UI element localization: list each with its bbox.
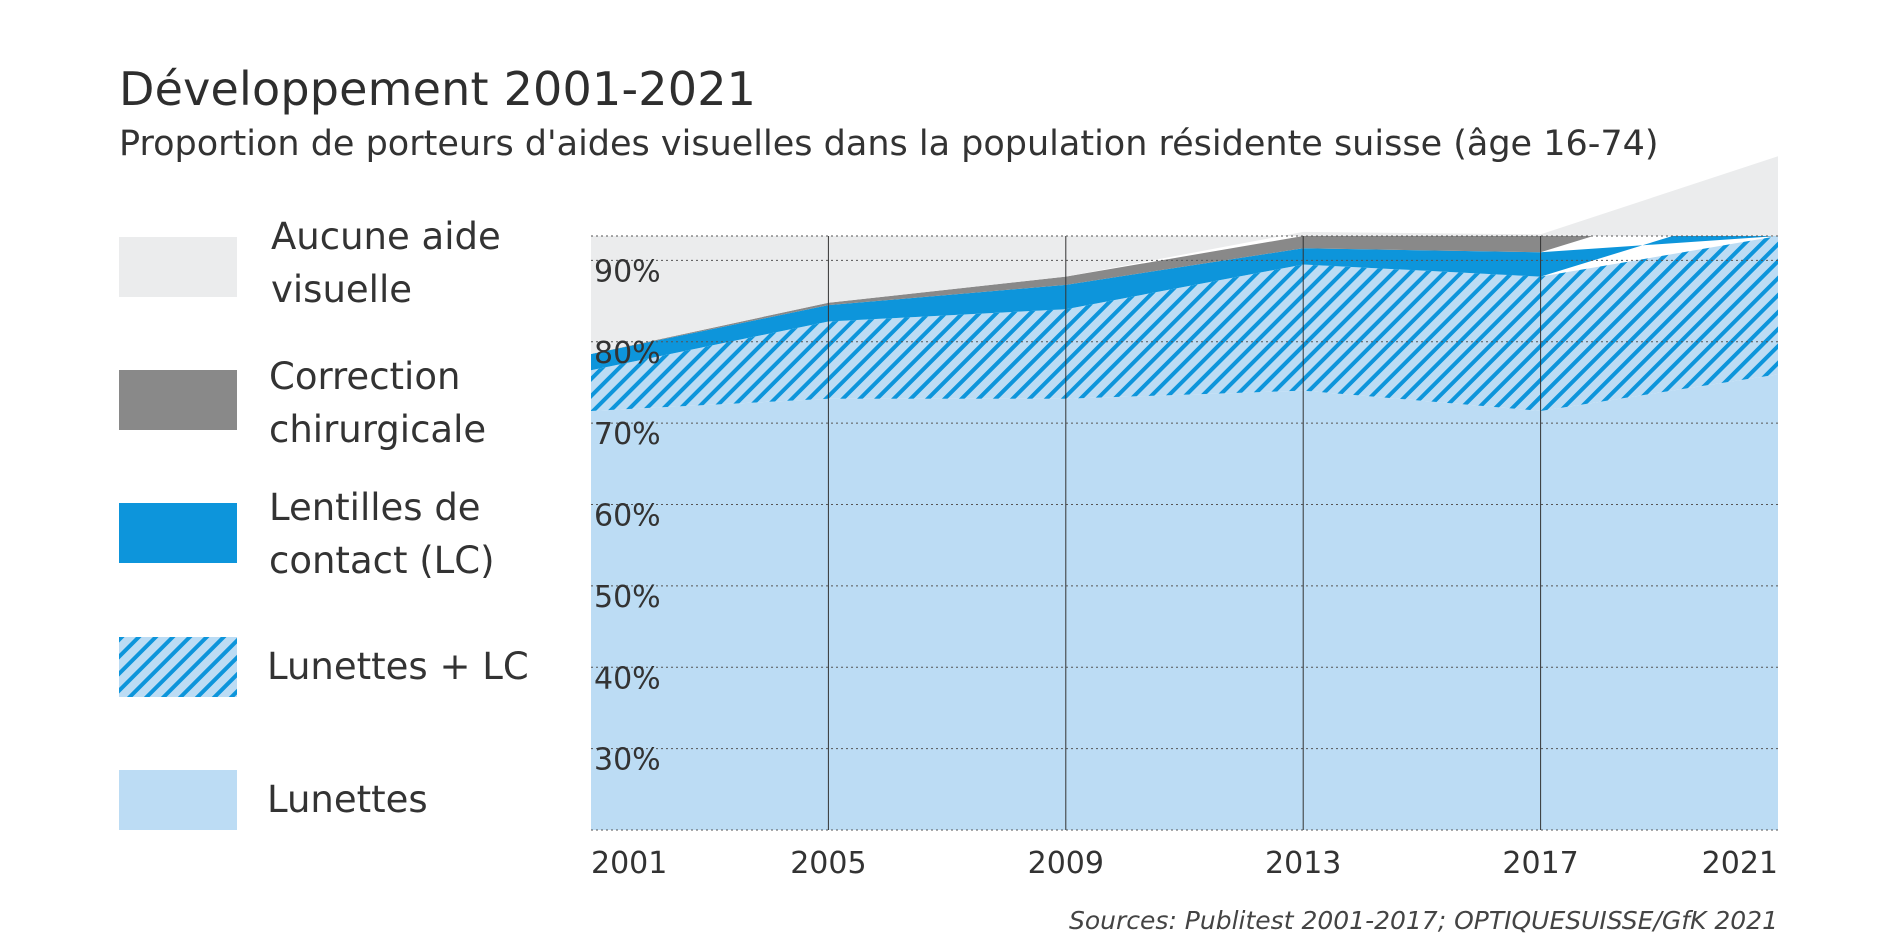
area-lentilles-de-contact-lc bbox=[591, 203, 1778, 371]
x-tick-label: 2017 bbox=[1502, 846, 1578, 881]
hatch-swatch bbox=[119, 637, 237, 697]
legend-swatch-lunettes bbox=[119, 770, 237, 830]
y-tick-label: 80% bbox=[594, 336, 661, 371]
legend-swatch-lentilles bbox=[119, 503, 237, 563]
y-tick-label: 30% bbox=[594, 743, 661, 778]
chart-title: Développement 2001-2021 bbox=[119, 62, 757, 116]
y-tick-label: 60% bbox=[594, 499, 661, 534]
legend-item-correction: Correction chirurgicale bbox=[119, 333, 579, 453]
area-lunettes bbox=[591, 374, 1778, 830]
chart-subtitle: Proportion de porteurs d'aides visuelles… bbox=[119, 124, 1659, 164]
legend-label-correction: Correction chirurgicale bbox=[269, 355, 487, 451]
legend-item-aucune-aide: Aucune aide visuelle bbox=[119, 200, 579, 320]
legend-swatch-aucune-aide bbox=[119, 237, 237, 297]
legend-label-lunettes: Lunettes bbox=[267, 778, 428, 821]
legend-swatch-lunettes-lc bbox=[119, 637, 237, 697]
x-tick-label: 2001 bbox=[591, 846, 667, 881]
legend-swatch-correction bbox=[119, 370, 237, 430]
y-tick-label: 70% bbox=[594, 417, 661, 452]
area-lunettes-lc bbox=[591, 236, 1778, 411]
x-tick-label: 2009 bbox=[1028, 846, 1104, 881]
legend-item-lentilles: Lentilles de contact (LC) bbox=[119, 466, 579, 586]
x-tick-label: 2021 bbox=[1702, 846, 1778, 881]
y-tick-label: 50% bbox=[594, 580, 661, 615]
y-tick-label: 40% bbox=[594, 661, 661, 696]
source-note: Sources: Publitest 2001-2017; OPTIQUESUI… bbox=[1069, 906, 1778, 935]
legend: Aucune aide visuelle Correction chirurgi… bbox=[119, 200, 579, 860]
legend-item-lunettes-lc: Lunettes + LC bbox=[119, 600, 579, 720]
legend-label-aucune-aide: Aucune aide visuelle bbox=[271, 215, 501, 311]
y-tick-label: 90% bbox=[594, 254, 661, 289]
legend-label-lentilles: Lentilles de contact (LC) bbox=[269, 486, 495, 582]
area-correction-chirurgicale bbox=[591, 179, 1778, 354]
x-tick-label: 2005 bbox=[790, 846, 866, 881]
legend-label-lunettes-lc: Lunettes + LC bbox=[267, 645, 529, 688]
x-tick-label: 2013 bbox=[1265, 846, 1341, 881]
legend-item-lunettes: Lunettes bbox=[119, 733, 579, 853]
